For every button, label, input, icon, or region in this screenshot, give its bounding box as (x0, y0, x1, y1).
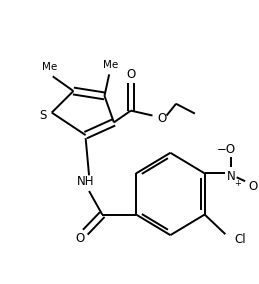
Text: Me: Me (42, 62, 57, 72)
Text: Cl: Cl (235, 233, 246, 246)
Text: N: N (227, 170, 235, 183)
Text: Me: Me (103, 60, 119, 70)
Text: +: + (234, 179, 241, 188)
Text: NH: NH (77, 175, 94, 188)
Text: O: O (75, 231, 84, 245)
Text: O: O (248, 179, 257, 193)
Text: S: S (40, 109, 47, 122)
Text: −O: −O (217, 143, 236, 156)
Text: O: O (126, 68, 135, 81)
Text: O: O (157, 112, 167, 125)
